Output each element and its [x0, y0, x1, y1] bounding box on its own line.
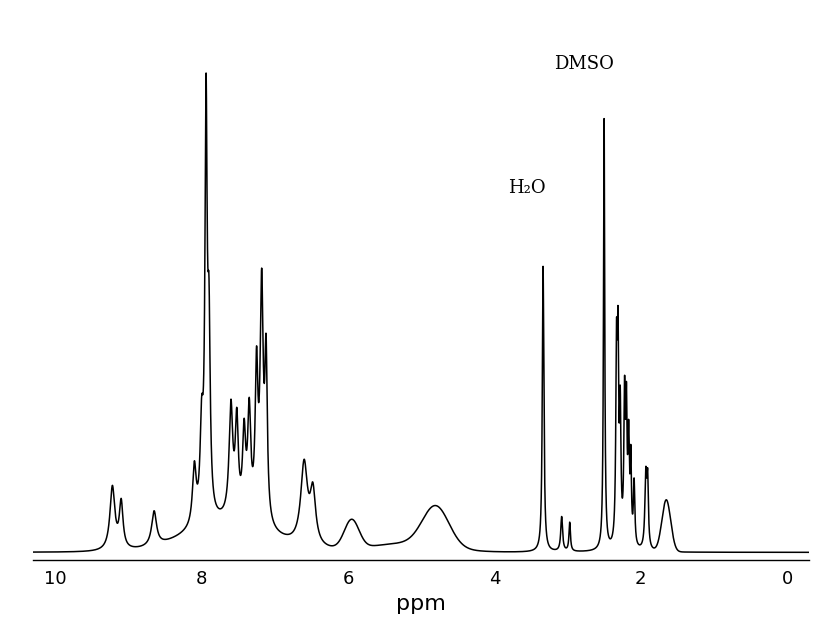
Text: DMSO: DMSO	[554, 55, 614, 73]
X-axis label: ppm: ppm	[396, 594, 446, 614]
Text: H₂O: H₂O	[509, 179, 546, 197]
